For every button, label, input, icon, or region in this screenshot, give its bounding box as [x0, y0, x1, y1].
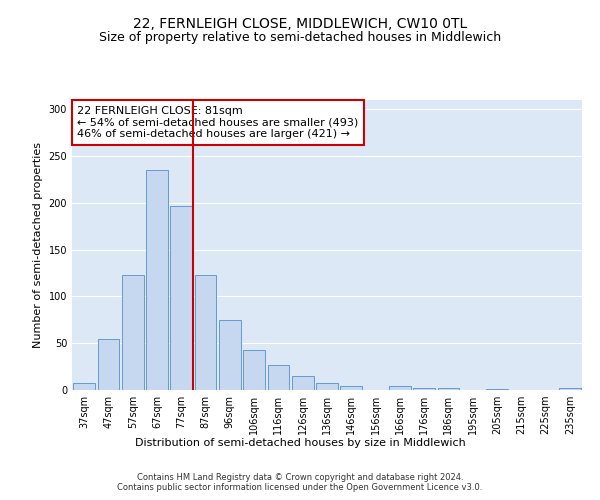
Bar — [389, 386, 411, 390]
Bar — [194, 275, 217, 390]
Text: 22 FERNLEIGH CLOSE: 81sqm
← 54% of semi-detached houses are smaller (493)
46% of: 22 FERNLEIGH CLOSE: 81sqm ← 54% of semi-… — [77, 106, 358, 139]
Bar — [97, 338, 119, 390]
Bar — [146, 170, 168, 390]
Bar — [340, 386, 362, 390]
Bar — [73, 382, 95, 390]
Bar — [559, 388, 581, 390]
Bar — [243, 350, 265, 390]
Bar — [292, 376, 314, 390]
Bar — [122, 275, 143, 390]
Text: Size of property relative to semi-detached houses in Middlewich: Size of property relative to semi-detach… — [99, 31, 501, 44]
Bar — [316, 382, 338, 390]
Bar — [413, 388, 435, 390]
Bar — [486, 389, 508, 390]
Bar — [219, 320, 241, 390]
Y-axis label: Number of semi-detached properties: Number of semi-detached properties — [33, 142, 43, 348]
Bar — [170, 206, 192, 390]
Text: Contains public sector information licensed under the Open Government Licence v3: Contains public sector information licen… — [118, 482, 482, 492]
Bar — [437, 388, 460, 390]
Text: 22, FERNLEIGH CLOSE, MIDDLEWICH, CW10 0TL: 22, FERNLEIGH CLOSE, MIDDLEWICH, CW10 0T… — [133, 18, 467, 32]
Text: Distribution of semi-detached houses by size in Middlewich: Distribution of semi-detached houses by … — [134, 438, 466, 448]
Text: Contains HM Land Registry data © Crown copyright and database right 2024.: Contains HM Land Registry data © Crown c… — [137, 472, 463, 482]
Bar — [268, 364, 289, 390]
